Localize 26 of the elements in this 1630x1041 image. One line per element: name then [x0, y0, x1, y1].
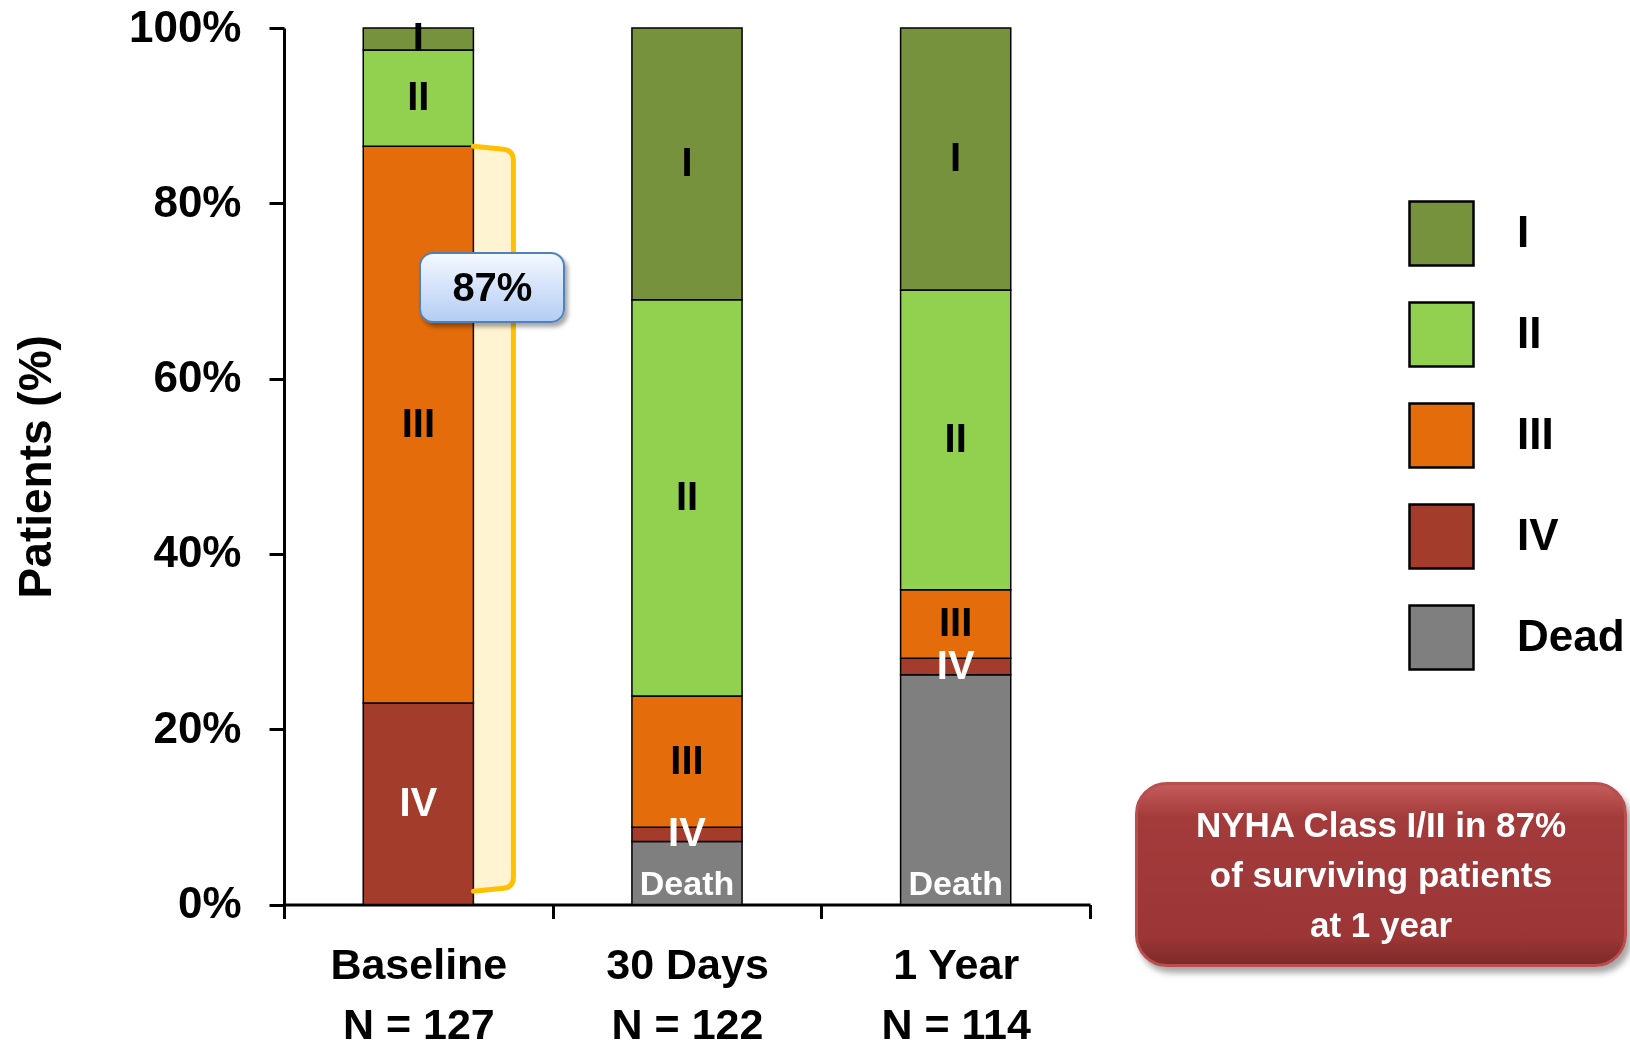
y-axis-title: Patients (%)	[8, 335, 61, 599]
y-tick-label: 0%	[177, 878, 242, 927]
legend-label: I	[1517, 206, 1530, 256]
x-tick-label: 1 Year N = 114	[881, 940, 1031, 1041]
data-label: II	[675, 473, 699, 518]
y-tick-label: 100%	[128, 1, 242, 51]
x-tick-label: 30 Days N = 122	[606, 940, 769, 1041]
y-tick-label: 20%	[153, 702, 242, 752]
data-label: IV	[399, 779, 438, 824]
y-tick-label: 60%	[153, 352, 242, 402]
data-label: Death	[639, 863, 735, 902]
data-label: II	[407, 74, 430, 119]
data-label: II	[944, 415, 967, 460]
legend-label: III	[1517, 408, 1554, 458]
data-label: I	[681, 139, 693, 184]
data-label: III	[938, 600, 973, 645]
data-label: III	[670, 737, 704, 782]
y-tick-label: 40%	[153, 527, 242, 577]
x-tick-label: Baseline N = 127	[330, 940, 508, 1041]
data-label: Death	[908, 863, 1003, 902]
data-label: III	[401, 400, 436, 445]
legend-label: Dead	[1517, 610, 1625, 660]
legend-label: II	[1517, 307, 1542, 357]
legend-label: IV	[1517, 509, 1560, 559]
y-tick-label: 80%	[153, 176, 242, 226]
data-label: I	[950, 135, 962, 180]
